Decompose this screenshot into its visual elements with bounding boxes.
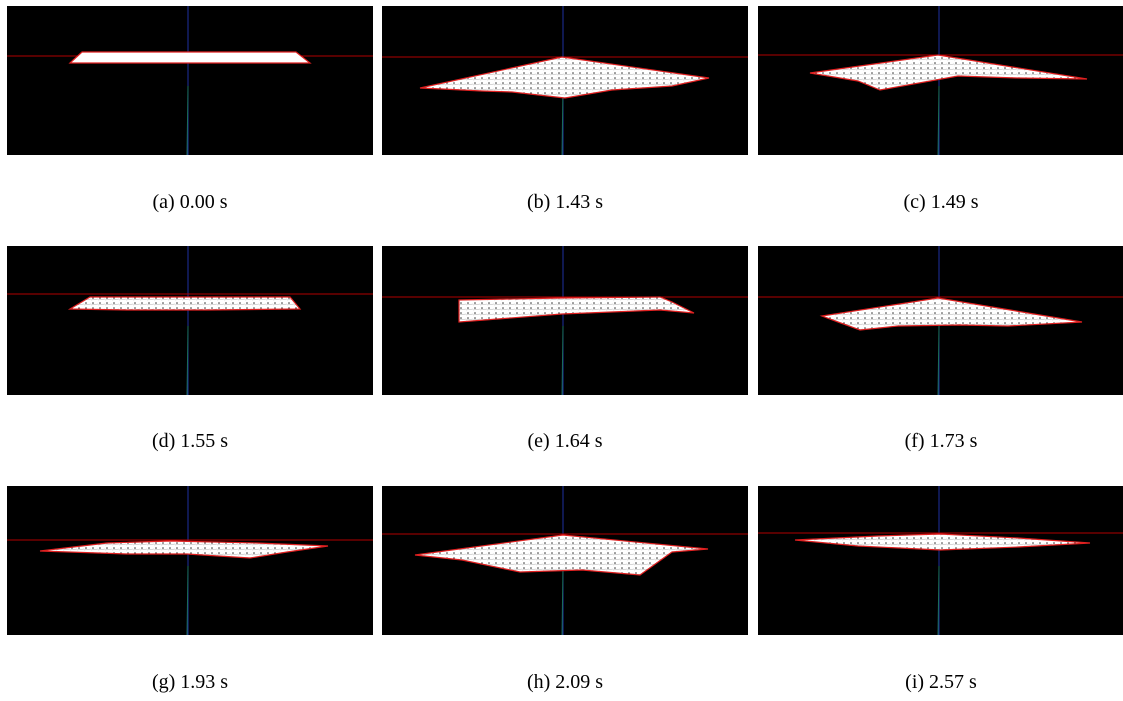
viewport-background xyxy=(7,246,373,395)
snapshot-panel xyxy=(758,6,1123,155)
membrane-sheet xyxy=(70,52,310,63)
snapshot-panel xyxy=(382,486,748,635)
viewport-background xyxy=(758,6,1123,155)
snapshot-panel xyxy=(7,246,373,395)
snapshot-panel xyxy=(758,486,1123,635)
viewport-background xyxy=(7,486,373,635)
snapshot-panel xyxy=(7,486,373,635)
panel-caption: (g) 1.93 s xyxy=(152,671,228,693)
figure: (a) 0.00 s (b) 1.43 s (c) 1.49 s (d) 1.55 s… xyxy=(0,0,1123,701)
panel-caption: (e) 1.64 s xyxy=(528,430,603,452)
panel-caption: (h) 2.09 s xyxy=(527,671,603,693)
panel-caption: (f) 1.73 s xyxy=(905,430,978,452)
panel-caption: (a) 0.00 s xyxy=(153,191,228,213)
viewport-background xyxy=(7,6,373,155)
snapshot-panel xyxy=(382,246,748,395)
snapshot-panel xyxy=(382,6,748,155)
panel-caption: (i) 2.57 s xyxy=(905,671,977,693)
panel-caption: (c) 1.49 s xyxy=(904,191,979,213)
panel-caption: (d) 1.55 s xyxy=(152,430,228,452)
viewport-background xyxy=(758,486,1123,635)
viewport-background xyxy=(382,246,748,395)
snapshot-panel xyxy=(758,246,1123,395)
snapshot-panel xyxy=(7,6,373,155)
panel-caption: (b) 1.43 s xyxy=(527,191,603,213)
membrane-sheet xyxy=(70,297,300,310)
